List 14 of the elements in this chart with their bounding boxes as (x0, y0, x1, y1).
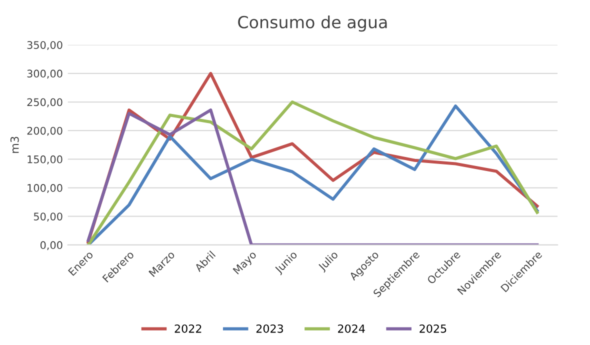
y-tick-label: 250,00 (27, 98, 62, 108)
y-tick-label: 100,00 (28, 184, 62, 193)
chart-title: Consumo de agua (238, 16, 387, 32)
y-axis-title: m3 (10, 136, 19, 153)
y-tick-label: 0,00 (40, 241, 62, 250)
legend-label: 2025 (420, 324, 446, 333)
y-tick-label: 150,00 (28, 155, 62, 164)
y-tick-label: 50,00 (34, 212, 62, 222)
legend-label: 2024 (338, 324, 365, 333)
legend-label: 2022 (174, 324, 202, 333)
y-tick-label: 200,00 (27, 126, 62, 136)
legend-label: 2023 (256, 324, 283, 333)
y-tick-label: 350,00 (27, 41, 62, 50)
y-tick-label: 300,00 (27, 70, 62, 79)
